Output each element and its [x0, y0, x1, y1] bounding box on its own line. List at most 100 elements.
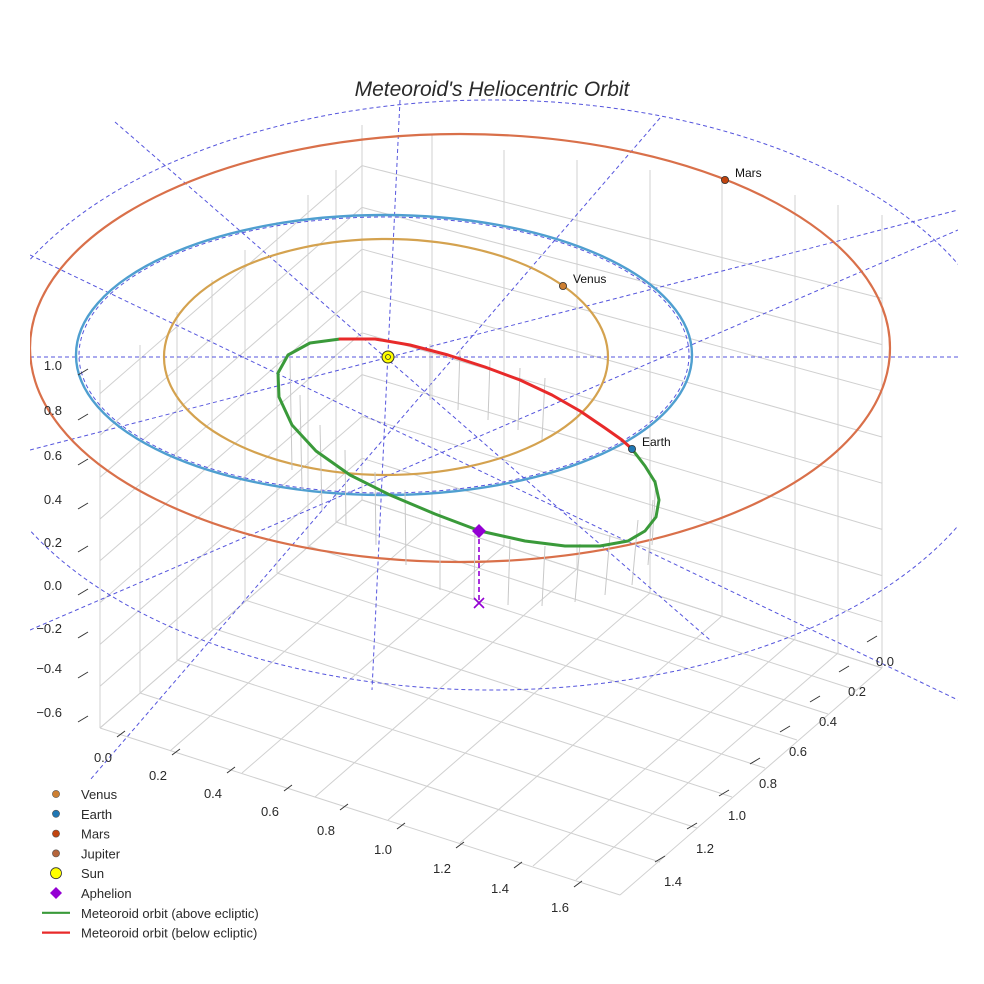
- axis-ticks: 0.0 0.2 0.4 0.6 0.8 1.0 1.2 1.4 1.6 0.0 0.2 0.4 0.6 0…: [36, 358, 894, 915]
- meteoroid-drop-line: [574, 543, 581, 603]
- y-tick-mark: [866, 635, 878, 643]
- legend-jupiter-marker: [52, 849, 60, 858]
- z-tick-label: −0.4: [36, 661, 62, 676]
- floor-grid-line: [459, 615, 723, 844]
- venus-marker: [559, 281, 568, 290]
- wall-grid-line: [361, 206, 883, 346]
- wall-grid-line: [361, 499, 883, 669]
- x-tick-label: 1.0: [374, 842, 392, 857]
- y-tick-label: 1.0: [728, 808, 746, 823]
- earth-label: Earth: [642, 435, 671, 449]
- floor-grid-line: [335, 521, 857, 691]
- y-tick-label: 0.2: [848, 684, 866, 699]
- y-tick-mark: [838, 665, 850, 673]
- y-tick-mark: [654, 855, 666, 863]
- floor-grid-line: [276, 572, 798, 741]
- meteoroid-orbit: [276, 337, 661, 609]
- aphelion-projection-marker: [473, 597, 485, 609]
- meteoroid-drop-line: [289, 357, 293, 471]
- floor-grid-line: [139, 692, 661, 863]
- legend-sun-marker: [50, 867, 62, 880]
- mars-marker: [721, 175, 730, 184]
- x-tick-label: 0.8: [317, 823, 335, 838]
- orbit-markers: Venus Earth Mars: [381, 166, 762, 538]
- ecliptic-ring: [30, 99, 958, 691]
- x-tick-mark: [339, 803, 349, 811]
- y-tick-mark: [749, 757, 761, 765]
- x-tick-mark: [226, 766, 236, 774]
- x-tick-mark: [513, 861, 523, 869]
- wall-grid-line: [361, 332, 883, 484]
- meteoroid-orbit-above: [276, 337, 661, 548]
- mars-orbit: [30, 132, 891, 564]
- x-tick-label: 0.6: [261, 804, 279, 819]
- y-tick-mark: [718, 789, 730, 797]
- meteoroid-drop-line: [517, 367, 521, 431]
- floor-grid-line: [169, 522, 433, 752]
- legend-venus-label: Venus: [81, 787, 118, 802]
- z-tick-label: 1.0: [44, 358, 62, 373]
- meteoroid-drop-line: [647, 499, 654, 566]
- z-tick-label: 0.2: [44, 535, 62, 550]
- wall-grid-line: [361, 165, 883, 299]
- ecliptic-radial-line: [371, 99, 401, 691]
- x-tick-label: 0.4: [204, 786, 222, 801]
- z-tick-mark: [77, 502, 89, 510]
- legend-jupiter-label: Jupiter: [81, 846, 121, 861]
- floor-grid-line: [532, 638, 796, 867]
- legend-aphelion-label: Aphelion: [81, 886, 132, 901]
- floor-grid-line: [244, 599, 766, 769]
- meteoroid-drop-line: [344, 449, 347, 526]
- aphelion-marker: [472, 524, 486, 538]
- floor-grid-line: [176, 659, 698, 829]
- y-tick-mark: [779, 725, 791, 733]
- planet-orbits: [30, 132, 891, 564]
- ecliptic-radial-line: [30, 229, 958, 631]
- legend-meteoroid-orbit-above-ecliptic-label: Meteoroid orbit (above ecliptic): [81, 906, 259, 921]
- legend-meteoroid-orbit-below-ecliptic-label: Meteoroid orbit (below ecliptic): [81, 926, 257, 941]
- z-tick-label: 0.4: [44, 492, 62, 507]
- floor-grid-line: [99, 727, 621, 896]
- x-tick-label: 1.6: [551, 900, 569, 915]
- venus-label: Venus: [573, 272, 606, 286]
- wall-grid-line: [99, 290, 363, 520]
- x-tick-mark: [455, 841, 465, 849]
- x-tick-mark: [171, 748, 181, 756]
- x-tick-label: 1.2: [433, 861, 451, 876]
- wall-grid-line: [361, 415, 883, 577]
- floor-grid-line: [575, 652, 839, 881]
- legend-mars-marker: [52, 829, 60, 838]
- z-tick-mark: [77, 631, 89, 639]
- chart-title: Meteoroid's Heliocentric Orbit: [355, 78, 631, 101]
- legend-aphelion-marker: [50, 887, 62, 899]
- wall-grid-line: [99, 499, 363, 729]
- legend-earth-label: Earth: [81, 807, 112, 822]
- legend-earth-marker: [52, 809, 60, 818]
- y-tick-label: 1.2: [696, 841, 714, 856]
- ecliptic-radial-line: [114, 121, 711, 641]
- sun-marker: [381, 350, 395, 364]
- wall-grid-line: [361, 374, 883, 530]
- floor-grid-line: [307, 545, 829, 715]
- x-tick-mark: [396, 822, 406, 830]
- z-tick-mark: [77, 545, 89, 553]
- y-tick-mark: [809, 695, 821, 703]
- meteoroid-drop-line: [473, 526, 476, 599]
- wall-grid-line: [99, 165, 363, 394]
- y-tick-label: 1.4: [664, 874, 682, 889]
- ecliptic-radial-line: [30, 254, 958, 701]
- ecliptic-radial-line: [30, 209, 958, 451]
- wall-grid-line: [361, 248, 883, 392]
- meteoroid-drop-line: [541, 377, 546, 441]
- ecliptic-radial-line: [89, 117, 661, 781]
- x-tick-label: 1.4: [491, 881, 509, 896]
- y-tick-label: 0.4: [819, 714, 837, 729]
- floor-grid-line: [619, 667, 883, 896]
- legend: Venus Earth Mars Jupiter Sun Aphelion Meteoroi…: [42, 787, 259, 941]
- z-tick-mark: [77, 368, 89, 376]
- ecliptic-grid: [30, 99, 958, 781]
- x-tick-mark: [116, 730, 126, 738]
- wall-grid-line: [99, 457, 363, 687]
- meteoroid-drop-line: [631, 519, 639, 586]
- x-tick-label: 0.0: [94, 750, 112, 765]
